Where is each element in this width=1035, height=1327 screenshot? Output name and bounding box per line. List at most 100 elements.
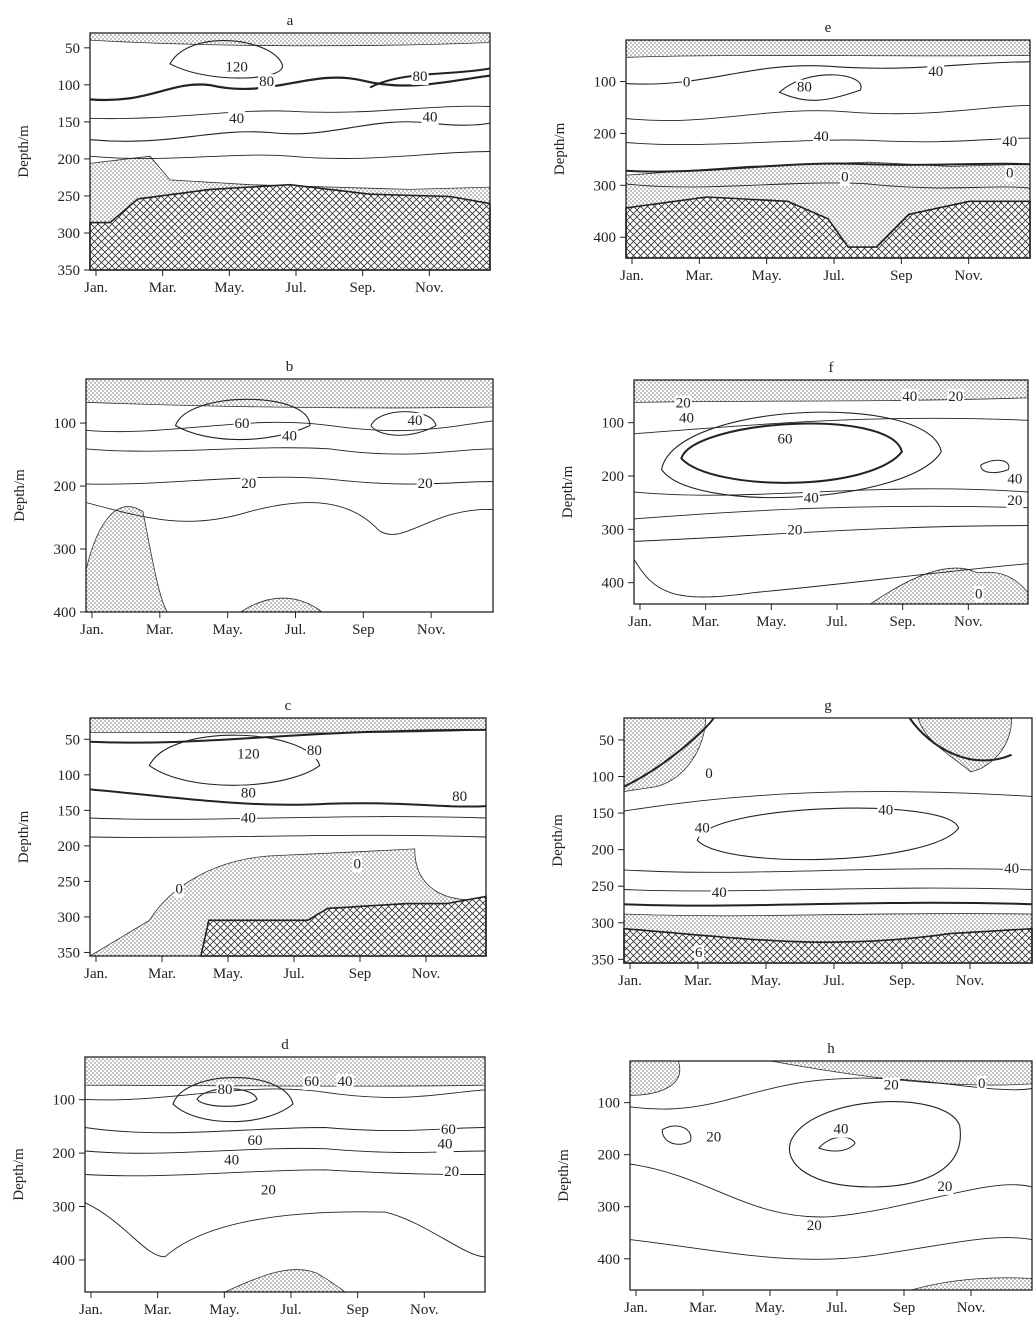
contour-label-bg: [416, 475, 434, 492]
contour-label: 40: [834, 1122, 849, 1138]
y-tick-label: 200: [58, 152, 81, 168]
contour-label: 0: [978, 1076, 986, 1092]
y-axis-label: Depth/m: [12, 469, 28, 522]
stippled-region: [224, 1269, 347, 1293]
contour-line: [623, 717, 715, 788]
contour-label-bg: [439, 1122, 457, 1139]
contour-label-bg: [877, 802, 895, 819]
x-tick-label: Nov.: [412, 966, 441, 982]
contour-label: 20: [787, 522, 802, 538]
hatched-region: [89, 183, 491, 271]
contour-label: 40: [338, 1074, 353, 1090]
contour-label: 40: [878, 802, 893, 818]
contour-label-bg: [305, 742, 323, 759]
contour-label-bg: [840, 169, 850, 186]
y-tick-label: 300: [58, 226, 81, 242]
contour-line: [696, 807, 960, 861]
contour-label-bg: [974, 586, 984, 603]
contour-label: 20: [418, 476, 433, 492]
x-tick-label: Mar.: [685, 268, 713, 284]
y-tick-label: 300: [53, 1200, 76, 1216]
contour-line: [778, 74, 862, 101]
y-tick-label: 200: [602, 469, 625, 485]
contour-label-bg: [216, 1082, 234, 1099]
contour-label: 40: [1004, 861, 1019, 877]
x-tick-label: Jan.: [84, 966, 108, 982]
contour-label: 40: [814, 129, 829, 145]
contour-label: 20: [261, 1182, 276, 1198]
contour-line: [908, 717, 1012, 762]
panel-c: 120 80 80 80 40 0 0 c Depth/m 50 100 150 200 250 300 35…: [16, 698, 487, 982]
y-tick-label: 100: [53, 1093, 76, 1109]
y-tick-label: 100: [58, 78, 81, 94]
contour-line: [629, 1163, 1033, 1218]
plot-frame: [84, 1056, 486, 1293]
plot-frame: [633, 379, 1029, 605]
contour-line: [89, 105, 491, 120]
contour-line: [625, 162, 1031, 173]
contour-label: 120: [237, 747, 260, 763]
y-tick-label: 100: [54, 416, 77, 432]
contour-label-bg: [246, 1132, 264, 1149]
y-tick-label: 150: [592, 806, 615, 822]
contour-line: [625, 61, 1031, 85]
contour-line: [661, 1125, 692, 1145]
y-tick-label: 200: [53, 1146, 76, 1162]
contour-label: 60: [248, 1133, 263, 1149]
plot-frame: [625, 39, 1031, 259]
contour-label-bg: [977, 1075, 987, 1092]
panel-title: h: [827, 1041, 835, 1057]
x-tick-label: Nov.: [417, 622, 446, 638]
stippled-region: [84, 1056, 486, 1087]
contour-line: [680, 422, 903, 484]
x-tick-label: May.: [213, 622, 243, 638]
x-tick-label: Jul.: [285, 280, 306, 296]
plot-background: [630, 1061, 1032, 1290]
x-tick-label: Nov.: [410, 1302, 439, 1318]
contour-label: 20: [444, 1164, 459, 1180]
contour-label-bg: [451, 789, 469, 806]
stippled-region: [770, 1060, 1033, 1086]
contour-label: 60: [235, 416, 250, 432]
y-tick-label: 400: [54, 605, 77, 621]
contour-line: [623, 791, 1033, 812]
y-tick-label: 100: [598, 1096, 621, 1112]
x-tick-label: Nov.: [956, 973, 985, 989]
stippled-region: [625, 39, 1031, 58]
panel-title: f: [829, 360, 834, 376]
contour-line: [89, 816, 487, 820]
x-tick-label: Mar.: [689, 1300, 717, 1316]
y-tick-label: 200: [54, 479, 77, 495]
contour-line: [788, 1101, 961, 1188]
y-axis-label: Depth/m: [556, 1149, 572, 1202]
y-axis-label: Depth/m: [16, 810, 32, 863]
contour-label: 40: [423, 110, 438, 126]
contour-label-bg: [832, 1121, 850, 1138]
contour-label-bg: [436, 1136, 454, 1153]
y-tick-label: 250: [592, 879, 615, 895]
contour-line: [623, 887, 1033, 892]
contour-label-bg: [233, 416, 251, 433]
contour-label-bg: [882, 1077, 900, 1094]
y-tick-label: 100: [58, 768, 81, 784]
x-tick-label: Sep: [352, 622, 375, 638]
x-tick-label: Jul.: [283, 966, 304, 982]
contour-label-bg: [259, 1182, 277, 1199]
contour-label: 20: [937, 1179, 952, 1195]
panel-title: g: [824, 698, 832, 714]
contour-label-bg: [795, 79, 813, 96]
y-tick-label: 100: [592, 770, 615, 786]
stippled-region: [629, 1060, 681, 1096]
contour-label: 120: [225, 59, 248, 75]
contour-label-bg: [805, 1217, 823, 1234]
y-tick-label: 300: [594, 178, 617, 194]
contour-label-bg: [421, 109, 439, 126]
y-tick-label: 150: [58, 115, 81, 131]
contour-label-bg: [236, 746, 261, 763]
panel-title: d: [281, 1037, 289, 1053]
panel-title: a: [287, 13, 294, 29]
x-tick-label: Jan.: [80, 622, 104, 638]
contour-label: 40: [229, 111, 244, 127]
x-tick-label: Nov.: [957, 1300, 986, 1316]
